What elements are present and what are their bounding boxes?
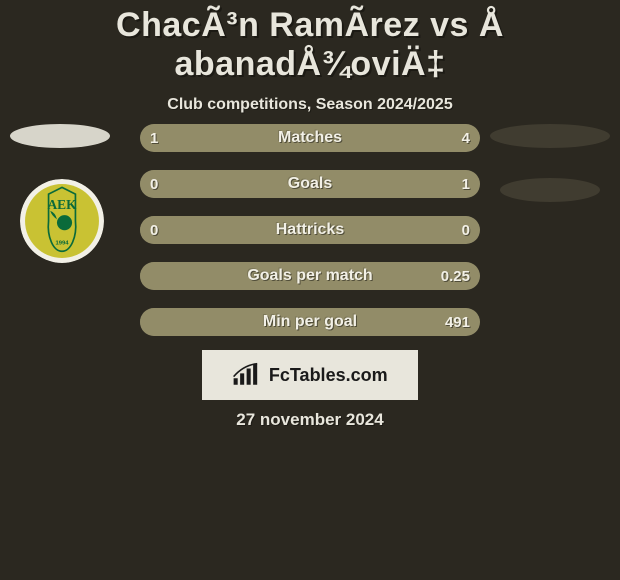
page-subtitle: Club competitions, Season 2024/2025 <box>0 96 620 114</box>
stat-row: 00Hattricks <box>140 216 480 244</box>
stat-row: 14Matches <box>140 124 480 152</box>
stat-label: Hattricks <box>140 216 480 244</box>
comparison-date: 27 november 2024 <box>0 410 620 430</box>
stat-label: Matches <box>140 124 480 152</box>
stat-label: Min per goal <box>140 308 480 336</box>
page-title: ChacÃ³n RamÃ­rez vs Å abanadÅ¾oviÄ‡ <box>0 0 620 84</box>
stat-label: Goals per match <box>140 262 480 290</box>
fctables-label: FcTables.com <box>269 365 388 386</box>
club-badge-icon: AEK 1994 <box>20 179 104 263</box>
right-placeholder-ellipse-1 <box>490 124 610 148</box>
svg-text:1994: 1994 <box>55 241 69 247</box>
bar-chart-icon <box>232 362 265 388</box>
stat-row: 0.25Goals per match <box>140 262 480 290</box>
svg-text:AEK: AEK <box>47 197 77 212</box>
stat-row: 01Goals <box>140 170 480 198</box>
stats-comparison: 14Matches 01Goals 00Hattricks 0.25Goals per… <box>140 124 480 336</box>
stat-label: Goals <box>140 170 480 198</box>
fctables-banner: FcTables.com <box>202 350 418 400</box>
right-placeholder-ellipse-2 <box>500 178 600 202</box>
club-badge-left: AEK 1994 <box>20 179 104 263</box>
left-placeholder-ellipse <box>10 124 110 148</box>
content-root: ChacÃ³n RamÃ­rez vs Å abanadÅ¾oviÄ‡ Club… <box>0 0 620 580</box>
stat-row: 491Min per goal <box>140 308 480 336</box>
